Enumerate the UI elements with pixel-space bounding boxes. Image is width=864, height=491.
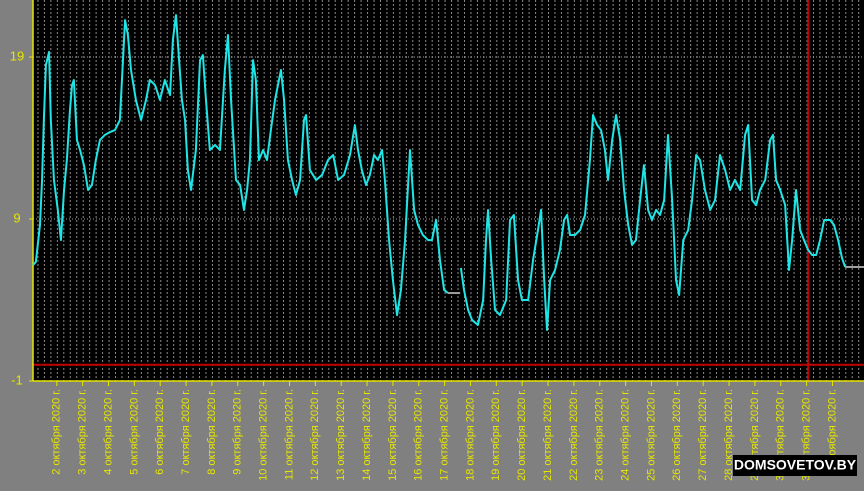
- x-tick-label: 19 октября 2020 г.: [490, 389, 502, 481]
- x-tick-label: 28 октября 2020 г.: [723, 389, 735, 481]
- x-tick-label: 8 октября 2020 г.: [206, 389, 218, 475]
- x-tick-label: 10 октября 2020 г.: [258, 389, 270, 481]
- data-line: [32, 14, 847, 331]
- x-tick-label: 25 октября 2020 г.: [645, 389, 657, 481]
- x-tick-label: 6 октября 2020 г.: [154, 389, 166, 475]
- y-tick-label: -1: [11, 372, 23, 387]
- x-tick-label: 17 октября 2020 г.: [439, 389, 451, 481]
- x-tick-label: 1 ноября 2020 г.: [826, 389, 838, 471]
- x-tick-label: 9 октября 2020 г.: [232, 389, 244, 475]
- x-tick-label: 21 октября 2020 г.: [542, 389, 554, 481]
- x-tick-label: 24 октября 2020 г.: [620, 389, 632, 481]
- x-tick-label: 15 октября 2020 г.: [387, 389, 399, 481]
- x-tick-label: 13 октября 2020 г.: [335, 389, 347, 481]
- y-tick-label: 9: [13, 210, 20, 225]
- x-tick-label: 16 октября 2020 г.: [413, 389, 425, 481]
- x-tick-label: 11 октября 2020 г.: [283, 389, 295, 480]
- x-tick-label: 4 октября 2020 г.: [102, 389, 114, 475]
- y-tick-label: 19: [10, 48, 24, 63]
- x-tick-label: 27 октября 2020 г.: [697, 389, 709, 481]
- x-tick-label: 5 октября 2020 г.: [128, 389, 140, 475]
- x-tick-label: 20 октября 2020 г.: [516, 389, 528, 481]
- x-tick-label: 7 октября 2020 г.: [180, 389, 192, 475]
- x-tick-label: 14 октября 2020 г.: [361, 389, 373, 481]
- x-tick-label: 26 октября 2020 г.: [671, 389, 683, 481]
- x-tick-label: 12 октября 2020 г.: [309, 389, 321, 481]
- x-tick-label: 22 октября 2020 г.: [568, 389, 580, 481]
- watermark: DOMSOVETOV.BY: [734, 457, 857, 473]
- x-tick-label: 18 октября 2020 г.: [464, 389, 476, 481]
- x-tick-label: 2 октября 2020 г.: [51, 389, 63, 475]
- x-tick-label: 23 октября 2020 г.: [594, 389, 606, 481]
- x-tick-label: 3 октября 2020 г.: [77, 389, 89, 475]
- watermark-box: [733, 455, 857, 476]
